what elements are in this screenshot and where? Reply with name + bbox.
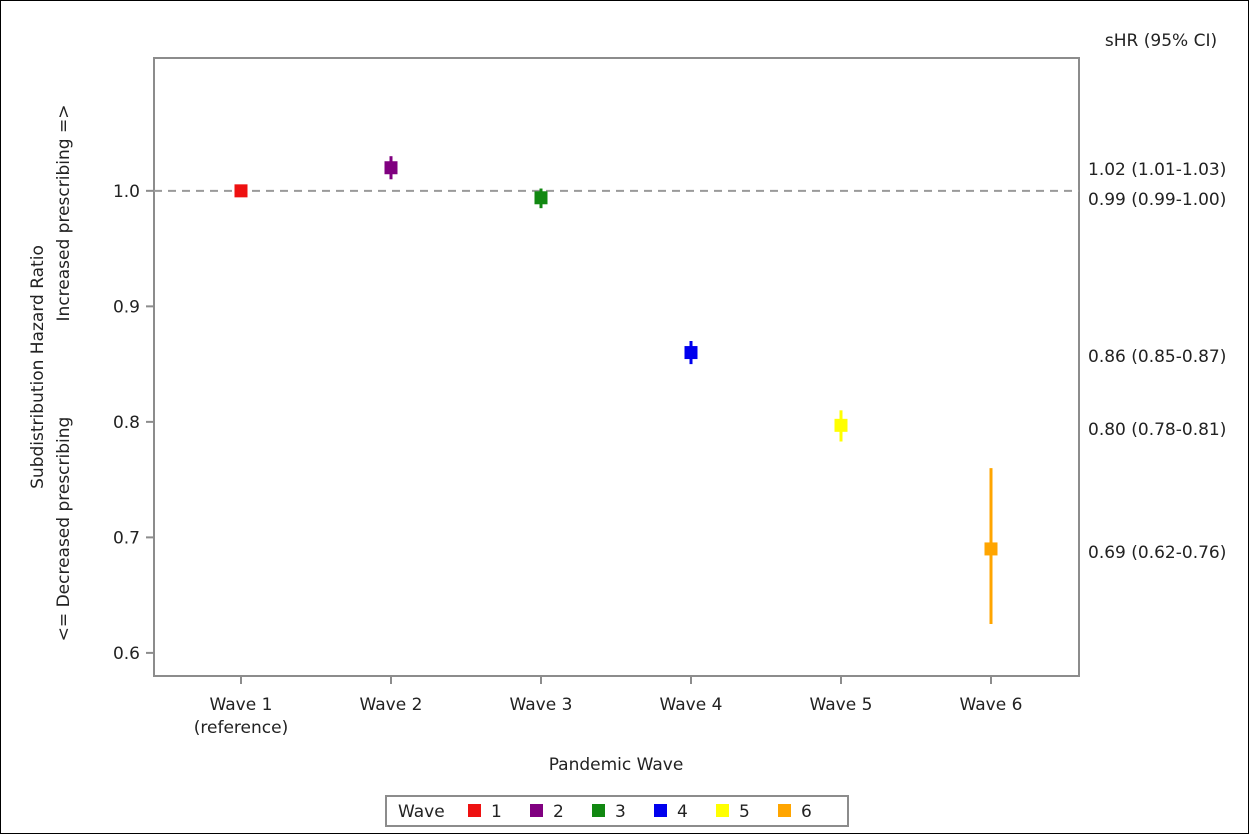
x-tick-label: Wave 6 xyxy=(960,695,1023,715)
y-axis-down-label: <= Decreased prescribing xyxy=(54,417,74,642)
y-tick-label: 0.9 xyxy=(113,297,140,317)
legend-box xyxy=(385,795,849,827)
point-marker xyxy=(534,191,548,205)
x-tick-label: Wave 1 xyxy=(210,695,273,715)
y-tick-label: 0.6 xyxy=(113,644,140,664)
y-axis: 0.6 0.7 0.8 0.9 1.0 xyxy=(113,182,154,664)
data-points xyxy=(234,156,998,625)
point-marker xyxy=(684,346,698,360)
legend-swatch xyxy=(592,804,605,817)
estimate-label: 0.86 (0.85-0.87) xyxy=(1088,347,1226,367)
point-marker xyxy=(834,418,848,432)
point-marker xyxy=(234,184,248,198)
legend-label: 5 xyxy=(739,802,750,822)
estimate-label: 0.99 (0.99-1.00) xyxy=(1088,190,1226,210)
point-marker xyxy=(384,161,398,175)
legend-label: 3 xyxy=(615,802,626,822)
y-tick-label: 0.8 xyxy=(113,413,140,433)
x-tick-label: Wave 4 xyxy=(660,695,723,715)
x-tick-label: Wave 2 xyxy=(360,695,423,715)
point-marker xyxy=(984,542,998,556)
y-axis-title: Subdistribution Hazard Ratio xyxy=(28,245,48,489)
estimate-labels: 1.02 (1.01-1.03) 0.99 (0.99-1.00) 0.86 (0.… xyxy=(1088,160,1226,563)
x-axis: Wave 1 (reference) Wave 2 Wave 3 Wave 4 Wave … xyxy=(194,676,1023,738)
x-tick-label: Wave 3 xyxy=(510,695,573,715)
plot-area xyxy=(153,57,1080,677)
y-tick-label: 1.0 xyxy=(113,182,140,202)
legend-label: 6 xyxy=(801,802,812,822)
x-axis-title: Pandemic Wave xyxy=(549,755,684,775)
legend-label: 4 xyxy=(677,802,688,822)
legend-label: 2 xyxy=(553,802,564,822)
estimate-label: 1.02 (1.01-1.03) xyxy=(1088,160,1226,180)
estimate-label: 0.69 (0.62-0.76) xyxy=(1088,543,1226,563)
y-tick-label: 0.7 xyxy=(113,528,140,548)
legend-title: Wave xyxy=(398,802,445,822)
right-header: sHR (95% CI) xyxy=(1105,31,1217,51)
x-tick-label: Wave 5 xyxy=(810,695,873,715)
legend: Wave 1 2 3 4 5 6 xyxy=(385,795,849,827)
estimate-label: 0.80 (0.78-0.81) xyxy=(1088,420,1226,440)
legend-swatch xyxy=(716,804,729,817)
legend-swatch xyxy=(468,804,481,817)
legend-swatch xyxy=(530,804,543,817)
legend-label: 1 xyxy=(491,802,502,822)
legend-swatch xyxy=(654,804,667,817)
legend-swatch xyxy=(778,804,791,817)
y-axis-up-label: Increased prescribing => xyxy=(54,105,74,322)
x-tick-sublabel: (reference) xyxy=(194,718,288,738)
